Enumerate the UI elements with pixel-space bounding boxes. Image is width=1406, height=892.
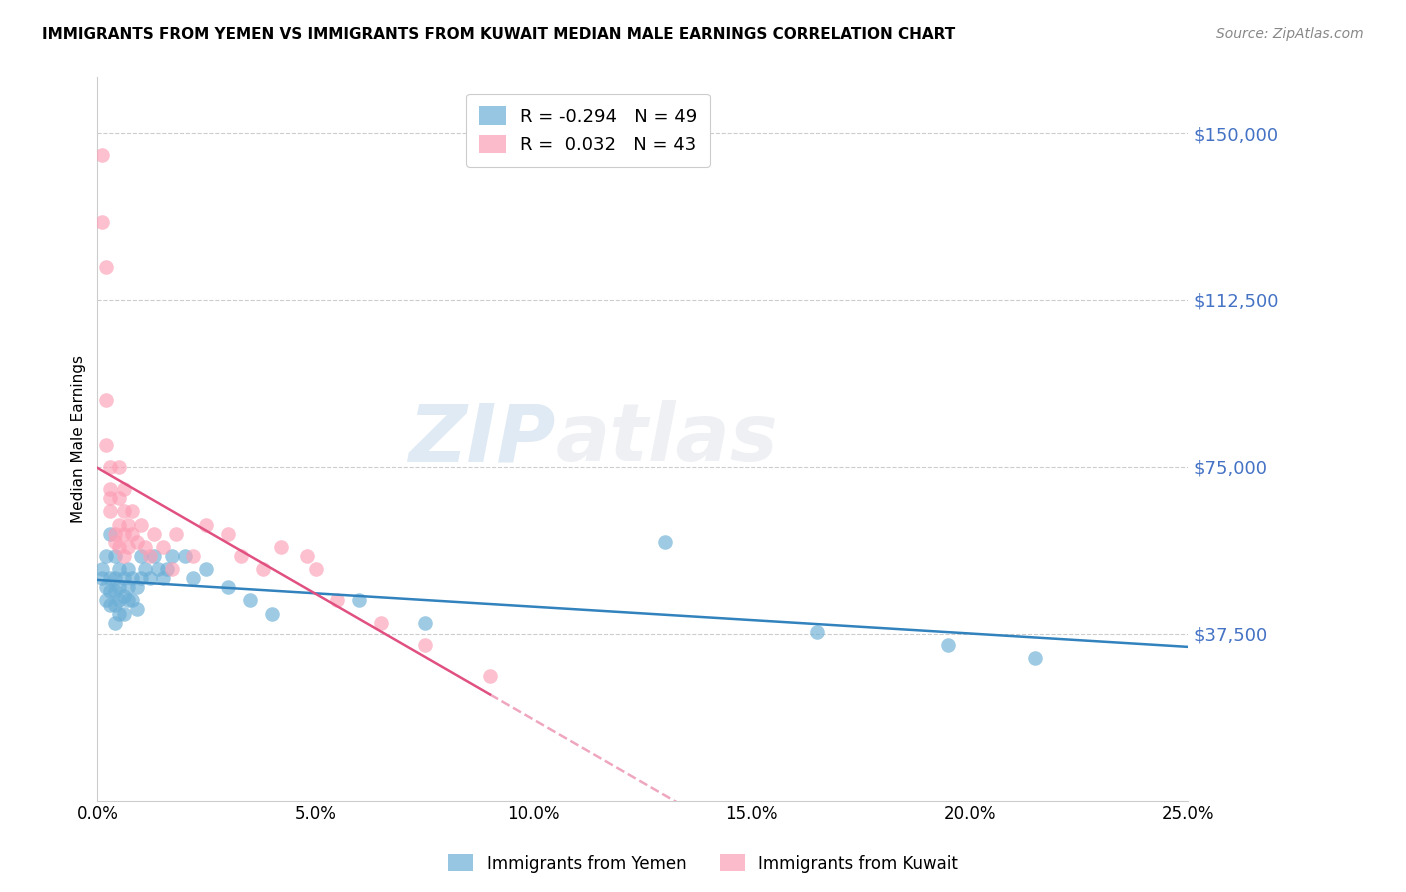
Point	[117, 540, 139, 554]
Point	[100, 584, 122, 599]
Point	[100, 526, 122, 541]
Text: atlas: atlas	[555, 400, 779, 478]
Point	[125, 535, 148, 549]
Point	[1024, 651, 1046, 665]
Point	[654, 535, 676, 549]
Text: ZIP: ZIP	[408, 400, 555, 478]
Point	[295, 549, 318, 563]
Point	[260, 607, 283, 621]
Point	[121, 593, 143, 607]
Point	[117, 580, 139, 594]
Text: Source: ZipAtlas.com: Source: ZipAtlas.com	[1216, 27, 1364, 41]
Legend: R = -0.294   N = 49, R =  0.032   N = 43: R = -0.294 N = 49, R = 0.032 N = 43	[465, 94, 710, 167]
Text: IMMIGRANTS FROM YEMEN VS IMMIGRANTS FROM KUWAIT MEDIAN MALE EARNINGS CORRELATION: IMMIGRANTS FROM YEMEN VS IMMIGRANTS FROM…	[42, 27, 956, 42]
Point	[94, 393, 117, 408]
Point	[94, 437, 117, 451]
Point	[165, 526, 187, 541]
Point	[100, 459, 122, 474]
Point	[94, 549, 117, 563]
Point	[195, 517, 218, 532]
Point	[108, 517, 131, 532]
Point	[936, 638, 959, 652]
Legend: Immigrants from Yemen, Immigrants from Kuwait: Immigrants from Yemen, Immigrants from K…	[441, 847, 965, 880]
Point	[108, 580, 131, 594]
Point	[148, 562, 170, 576]
Point	[94, 580, 117, 594]
Point	[252, 562, 274, 576]
Point	[90, 571, 112, 585]
Point	[217, 580, 239, 594]
Point	[104, 571, 127, 585]
Point	[90, 562, 112, 576]
Point	[183, 549, 205, 563]
Y-axis label: Median Male Earnings: Median Male Earnings	[72, 355, 86, 523]
Point	[108, 593, 131, 607]
Point	[104, 549, 127, 563]
Point	[370, 615, 392, 630]
Point	[100, 571, 122, 585]
Point	[125, 580, 148, 594]
Point	[270, 540, 292, 554]
Point	[160, 549, 183, 563]
Point	[413, 615, 436, 630]
Point	[94, 593, 117, 607]
Point	[239, 593, 262, 607]
Point	[112, 607, 135, 621]
Point	[121, 571, 143, 585]
Point	[100, 504, 122, 518]
Point	[134, 540, 156, 554]
Point	[183, 571, 205, 585]
Point	[104, 598, 127, 612]
Point	[108, 491, 131, 505]
Point	[100, 482, 122, 496]
Point	[112, 504, 135, 518]
Point	[156, 562, 179, 576]
Point	[108, 540, 131, 554]
Point	[143, 549, 166, 563]
Point	[326, 593, 349, 607]
Point	[304, 562, 326, 576]
Point	[90, 148, 112, 162]
Point	[121, 504, 143, 518]
Point	[195, 562, 218, 576]
Point	[112, 571, 135, 585]
Point	[129, 517, 152, 532]
Point	[152, 540, 174, 554]
Point	[806, 624, 828, 639]
Point	[217, 526, 239, 541]
Point	[129, 571, 152, 585]
Point	[104, 526, 127, 541]
Point	[138, 549, 160, 563]
Point	[347, 593, 370, 607]
Point	[117, 593, 139, 607]
Point	[112, 589, 135, 603]
Point	[152, 571, 174, 585]
Point	[160, 562, 183, 576]
Point	[100, 491, 122, 505]
Point	[108, 459, 131, 474]
Point	[231, 549, 253, 563]
Point	[112, 549, 135, 563]
Point	[125, 602, 148, 616]
Point	[112, 526, 135, 541]
Point	[173, 549, 195, 563]
Point	[117, 562, 139, 576]
Point	[143, 526, 166, 541]
Point	[479, 669, 502, 683]
Point	[94, 260, 117, 274]
Point	[108, 562, 131, 576]
Point	[104, 584, 127, 599]
Point	[108, 607, 131, 621]
Point	[413, 638, 436, 652]
Point	[121, 526, 143, 541]
Point	[104, 535, 127, 549]
Point	[112, 482, 135, 496]
Point	[138, 571, 160, 585]
Point	[90, 215, 112, 229]
Point	[134, 562, 156, 576]
Point	[129, 549, 152, 563]
Point	[104, 615, 127, 630]
Point	[100, 598, 122, 612]
Point	[117, 517, 139, 532]
